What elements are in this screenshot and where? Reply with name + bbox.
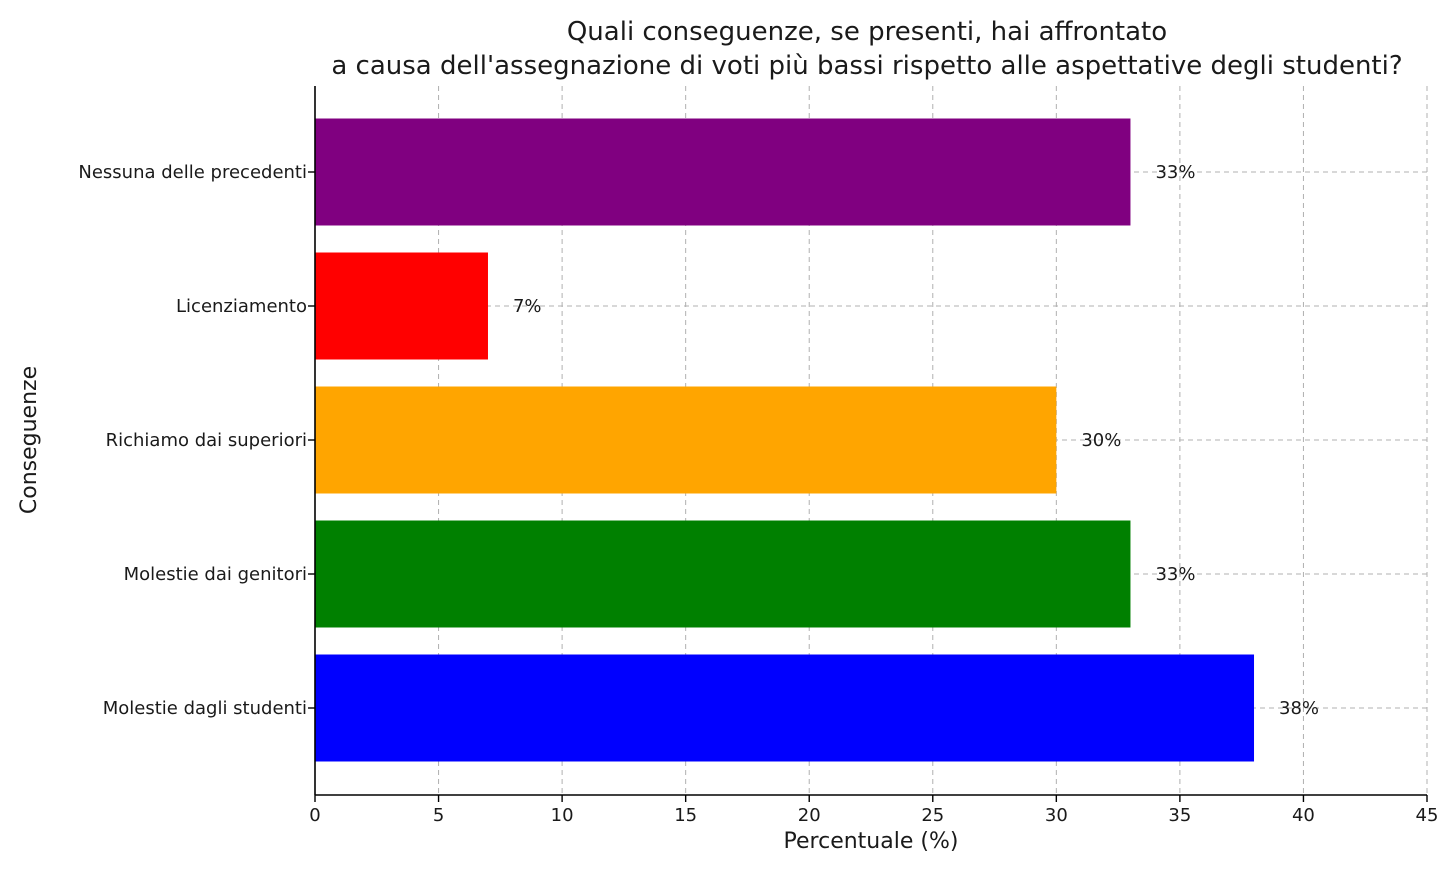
bar	[315, 252, 488, 360]
bar	[315, 386, 1057, 494]
y-tick-label: Licenziamento	[176, 296, 307, 317]
bar	[315, 520, 1131, 628]
bars	[315, 118, 1255, 762]
y-tick-label: Molestie dagli studenti	[103, 698, 307, 719]
y-tick-labels: Molestie dagli studenti Molestie dai geni…	[78, 162, 315, 719]
x-axis-title: Percentuale (%)	[784, 829, 959, 854]
x-ticks: 0 5 10 15 20 25 30 35 40 45	[309, 795, 1438, 826]
x-tick-label: 45	[1416, 805, 1439, 826]
data-label: 38%	[1279, 698, 1319, 719]
y-tick-label: Nessuna delle precedenti	[78, 162, 307, 183]
data-label: 7%	[513, 296, 542, 317]
bar	[315, 118, 1131, 226]
x-tick-label: 15	[674, 805, 697, 826]
y-axis-title: Conseguenze	[17, 366, 42, 514]
data-label: 30%	[1081, 430, 1121, 451]
x-tick-label: 40	[1292, 805, 1315, 826]
y-tick-label: Molestie dai genitori	[124, 564, 307, 585]
x-tick-label: 0	[309, 805, 320, 826]
chart-title: Quali conseguenze, se presenti, hai affr…	[331, 17, 1402, 81]
x-tick-label: 20	[798, 805, 821, 826]
x-tick-label: 5	[433, 805, 444, 826]
bar	[315, 654, 1255, 762]
x-tick-label: 10	[551, 805, 574, 826]
chart-title-line-2: a causa dell'assegnazione di voti più ba…	[331, 51, 1402, 81]
chart-title-line-1: Quali conseguenze, se presenti, hai affr…	[567, 17, 1167, 47]
y-tick-label: Richiamo dai superiori	[106, 430, 307, 451]
x-tick-label: 35	[1168, 805, 1191, 826]
data-label: 33%	[1155, 162, 1195, 183]
data-label: 33%	[1155, 564, 1195, 585]
x-tick-label: 30	[1045, 805, 1068, 826]
data-labels: 38% 33% 30% 7% 33%	[513, 162, 1319, 719]
x-tick-label: 25	[921, 805, 944, 826]
